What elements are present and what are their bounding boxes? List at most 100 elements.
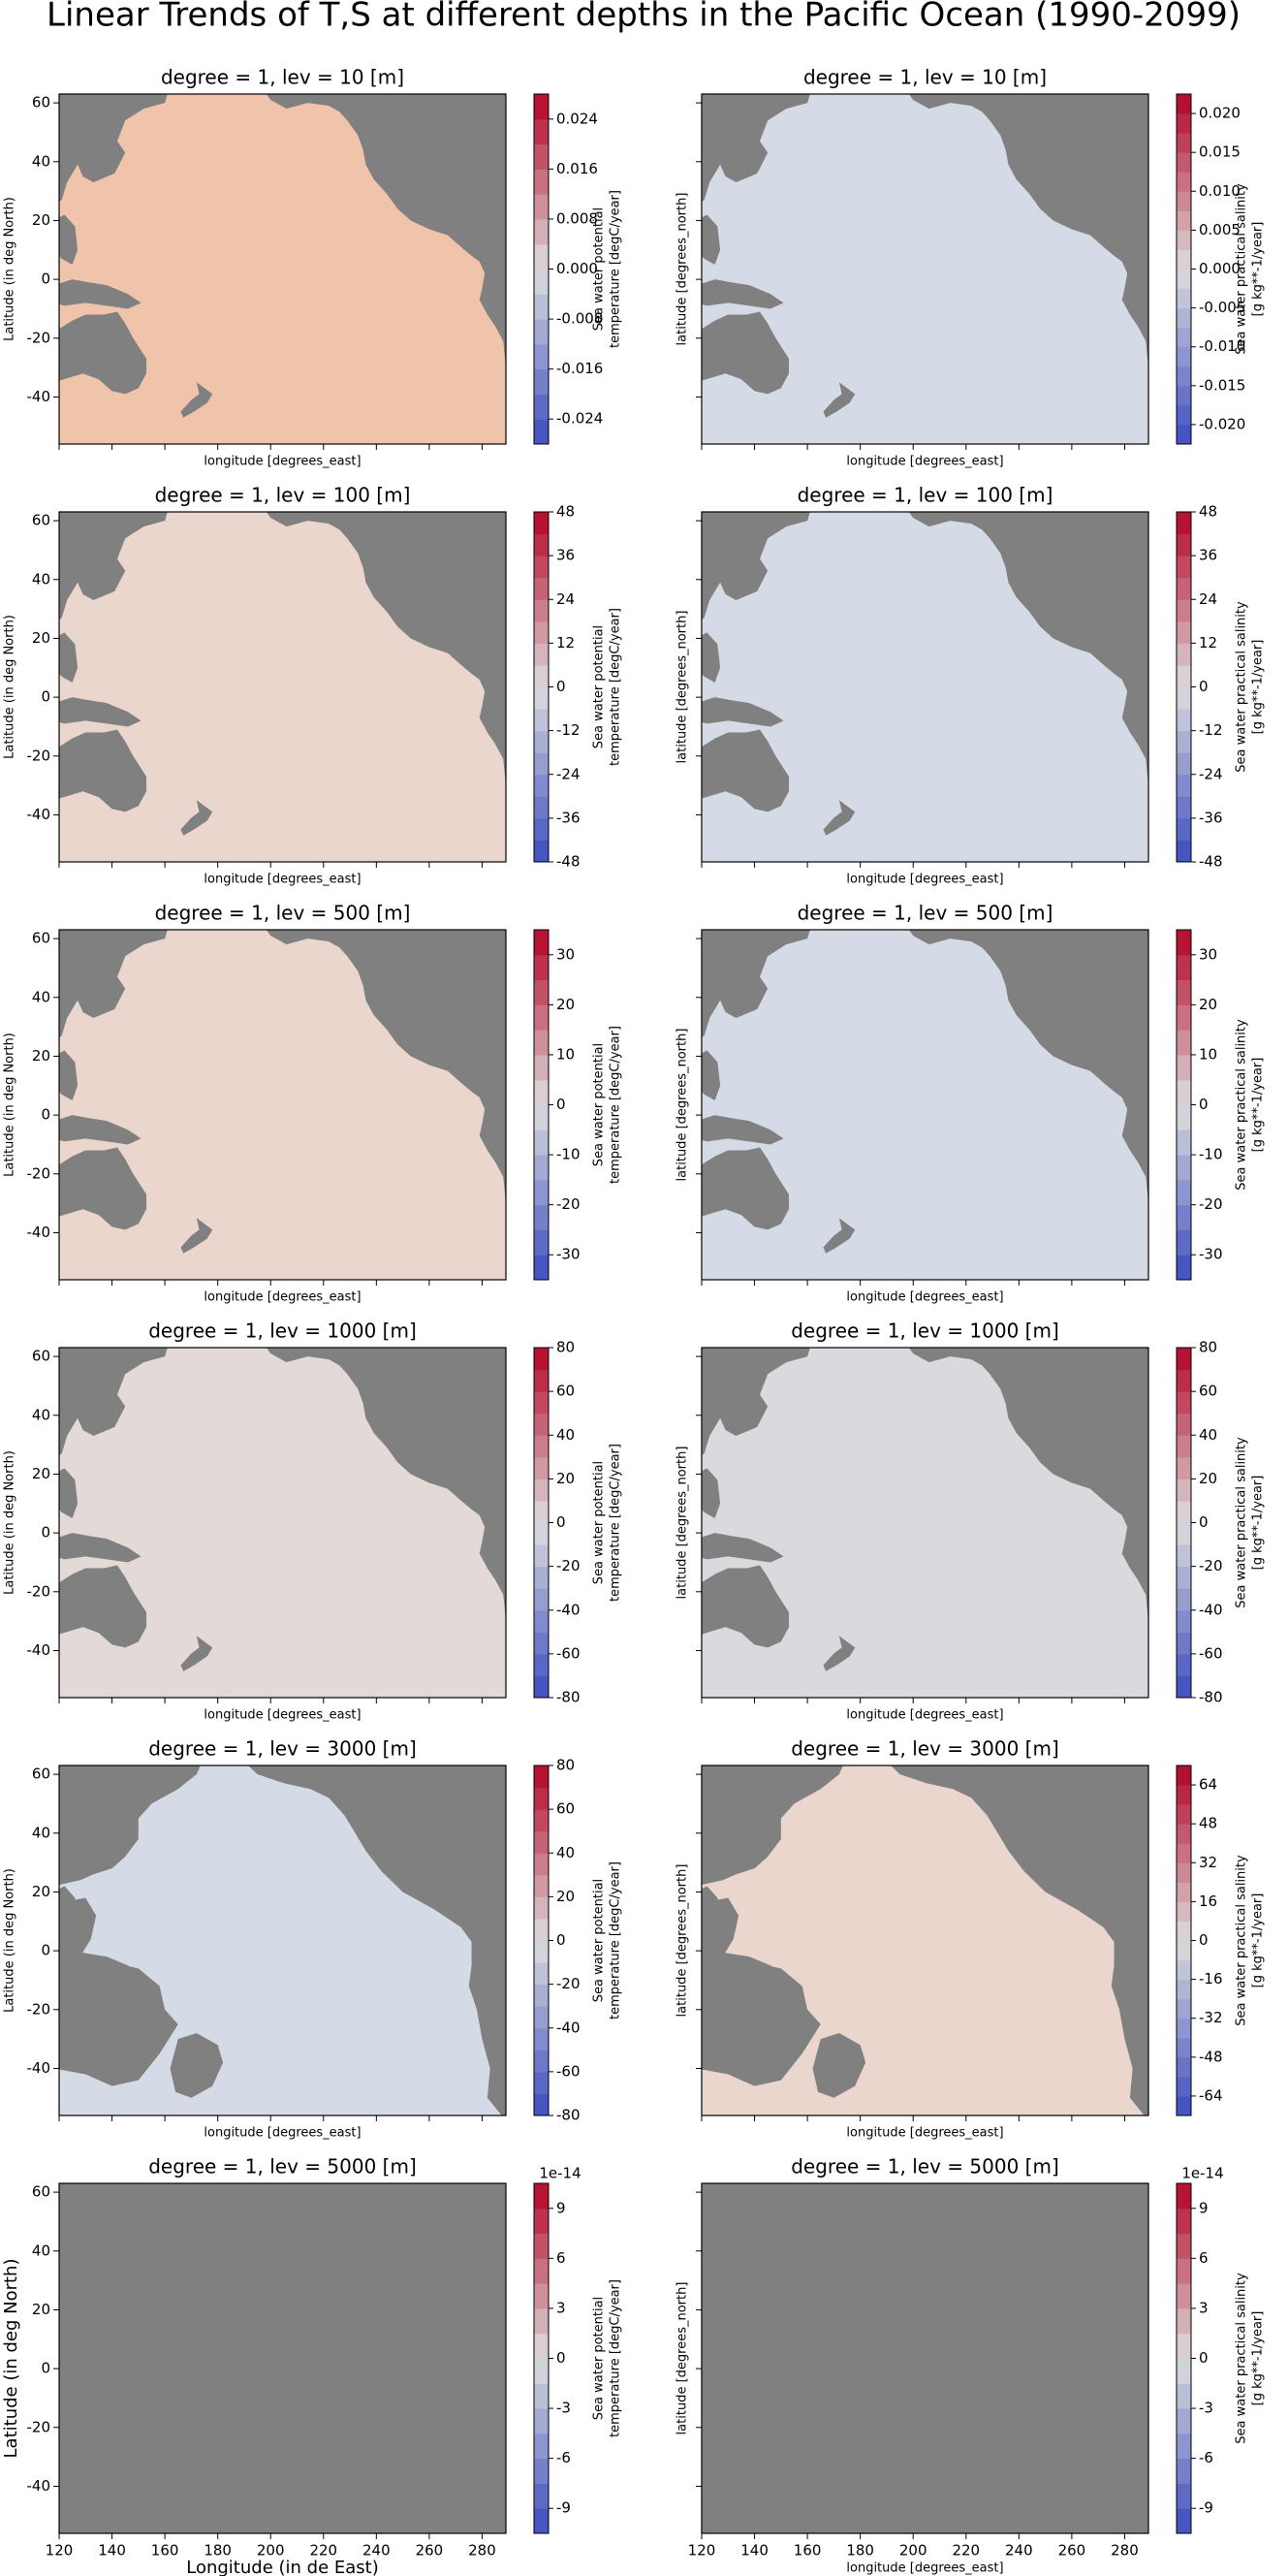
colorbar-tick-label: 0.000 [1199,260,1241,277]
panel: degree = 1, lev = 10 [m] -40 -20 0 20 40 60 lon… [3,66,623,469]
axes-frame [701,929,1149,1281]
colorbar-band [1177,2383,1191,2409]
y-axis-label: latitude [degrees_north] [675,1447,690,1600]
colorbar-band [1177,2408,1191,2434]
axes-frame [701,2182,1149,2534]
colorbar-band [534,2233,549,2259]
colorbar-tick-label: -12 [556,721,581,739]
colorbar-tick-label: -24 [556,765,581,782]
y-tick-label: 40 [32,152,50,170]
colorbar-band [1177,327,1191,348]
colorbar-band [534,730,549,753]
panel: degree = 1, lev = 1000 [m] longitude [deg… [675,1320,1266,1723]
colorbar-band [1177,2307,1191,2335]
colorbar-band [534,1632,549,1655]
colorbar-band [534,319,549,345]
colorbar-tick-label: -16 [1199,1970,1223,1988]
x-axis-label: longitude [degrees_east] [846,1708,1003,1723]
colorbar-band [534,1940,549,1963]
colorbar-tick-label: 20 [1199,996,1217,1013]
colorbar-band [534,2358,549,2384]
y-tick-label: -20 [27,329,51,346]
y-tick-label: -40 [27,2059,51,2077]
y-tick-label: -20 [27,1582,51,1600]
x-tick-label: 200 [899,2542,927,2560]
colorbar-band [1177,1348,1191,1371]
colorbar-label: Sea water potential [592,2297,607,2420]
colorbar-band [534,218,549,245]
colorbar-band [1177,1054,1191,1081]
colorbar-label: Sea water potential [592,1461,607,1584]
colorbar-band [534,709,549,732]
y-tick-label: 0 [41,688,50,706]
x-axis-label: longitude [degrees_east] [204,1708,361,1723]
colorbar-band [1177,840,1191,863]
colorbar-tick-label: 40 [1199,1426,1217,1444]
colorbar-band [1177,1030,1191,1056]
colorbar-label: temperature [degC/year] [609,1861,623,2019]
colorbar-band [534,2258,549,2284]
colorbar-band [1177,599,1191,622]
colorbar-tick-label: 0 [1199,1096,1209,1113]
colorbar-band [1177,1155,1191,1181]
colorbar-band [1177,346,1191,367]
land [59,1565,147,1648]
colorbar-tick-label: -20 [1199,1195,1223,1213]
x-axis-label: longitude [degrees_east] [846,455,1003,469]
colorbar-tick-label: 30 [1199,945,1217,963]
map [59,512,506,862]
colorbar-tick-label: 0.010 [1199,182,1241,200]
colorbar-tick-label: 0.024 [556,110,598,127]
y-tick-label: 40 [32,988,50,1005]
colorbar-band [534,1479,549,1502]
colorbar-band [534,1809,549,1832]
land [702,1565,790,1648]
map [59,930,506,1280]
colorbar-tick-label: -48 [556,853,581,871]
y-axis-label: Latitude (in deg North) [3,1450,17,1595]
colorbar-band [534,1155,549,1181]
colorbar-band [1177,2037,1191,2058]
land [702,930,810,1038]
y-tick-label: -20 [27,747,51,764]
y-axis-label: Latitude (in deg North) [3,1868,17,2013]
x-tick-label: 240 [1005,2542,1033,2560]
colorbar-tick-label: -6 [1199,2449,1213,2466]
colorbar-band [534,1588,549,1611]
land [248,1765,506,2115]
land [59,632,79,683]
colorbar-band [1177,269,1191,290]
colorbar-band [534,419,549,445]
colorbar-tick-label: 0 [1199,1931,1209,1949]
y-tick-label: 20 [32,629,50,647]
colorbar-band [534,2093,549,2116]
colorbar-tick-label: -0.020 [1199,415,1245,432]
colorbar-tick-label: 3 [1199,2299,1209,2316]
axes-frame [58,929,507,1281]
colorbar-band [1177,2018,1191,2039]
colorbar-band [534,1765,549,1789]
colorbar-band [534,2027,549,2051]
colorbar-label: [g kg**-1/year] [1251,1058,1266,1153]
colorbar-band [534,533,549,557]
y-tick-label: -20 [27,2000,51,2018]
map [59,2183,506,2533]
colorbar-tick-label: -36 [556,809,581,826]
colorbar-band [1177,643,1191,666]
land [702,697,784,727]
x-axis-label: longitude [degrees_east] [846,2126,1003,2141]
colorbar-label: [g kg**-1/year] [1251,1893,1266,1988]
land [908,512,1148,786]
colorbar-band [534,1918,549,1941]
land [59,1147,147,1230]
panel-title: degree = 1, lev = 100 [m] [155,484,411,507]
colorbar-tick-label: 0.020 [1199,105,1241,122]
colorbar-band [1177,1843,1191,1863]
y-axis-label: Latitude (in deg North) [3,615,17,759]
axes-frame [701,1765,1149,2116]
colorbar-tick-label: 16 [1199,1892,1217,1910]
colorbar-tick-label: 0.000 [556,260,598,277]
colorbar-band [1177,1675,1191,1699]
colorbar-band [1177,249,1191,270]
land [702,214,721,265]
